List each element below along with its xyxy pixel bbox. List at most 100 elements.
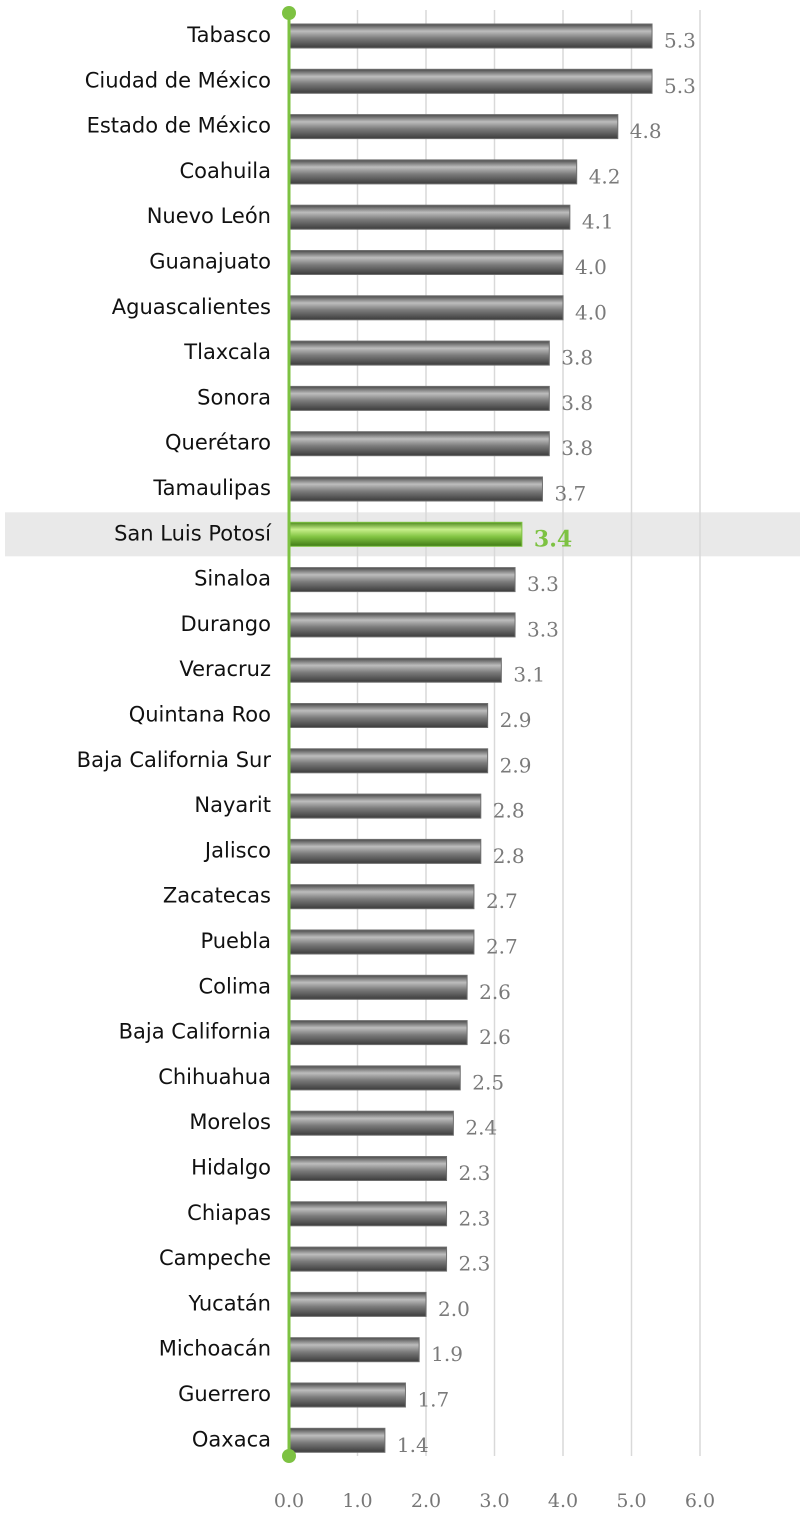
bar [288,1065,461,1091]
value-label: 1.9 [431,1342,463,1366]
x-tick-label: 1.0 [342,1490,372,1512]
value-label: 2.9 [500,708,532,732]
bar [288,567,516,593]
category-label: Aguascalientes [112,295,271,319]
value-label: 3.3 [527,572,559,596]
bar [288,1110,454,1136]
category-label: Chiapas [187,1201,271,1225]
value-label: 3.8 [561,346,593,370]
x-tick-label: 3.0 [479,1490,509,1512]
bar [288,295,564,321]
value-label: 2.3 [459,1161,491,1185]
value-label: 1.4 [397,1433,429,1457]
value-label: 4.0 [575,300,607,324]
bar [288,1020,468,1046]
value-label: 3.4 [534,526,572,552]
value-label: 4.8 [630,119,662,143]
category-label: Quintana Roo [129,703,271,727]
category-label: Hidalgo [191,1156,271,1180]
category-label: Oaxaca [192,1427,271,1451]
bar [288,974,468,1000]
bar [288,476,543,502]
bar [288,159,578,185]
category-label: Querétaro [165,431,271,455]
bar [288,929,475,955]
bar [288,703,489,728]
bar [288,612,516,638]
bar [288,884,475,910]
marks-layer [288,23,653,1453]
value-label: 2.8 [493,844,525,868]
category-label: Michoacán [159,1337,271,1361]
bar [288,340,550,366]
category-label: Colima [198,974,271,998]
bar [288,1291,427,1317]
bar [288,23,653,49]
value-label: 4.0 [575,255,607,279]
category-label: San Luis Potosí [114,521,272,545]
category-label: Chihuahua [158,1065,271,1089]
value-label: 3.1 [513,663,545,687]
category-label: Coahuila [179,159,271,183]
value-label: 5.3 [664,74,696,98]
x-tick-label: 2.0 [411,1490,441,1512]
x-tick-label: 4.0 [548,1490,578,1512]
bar [288,114,619,140]
value-label: 3.8 [561,391,593,415]
category-label: Sinaloa [194,567,271,591]
value-label: 4.1 [582,210,614,234]
axis-dot [282,1449,296,1463]
category-label: Baja California Sur [77,748,272,772]
category-label: Tlaxcala [183,340,271,364]
category-label: Yucatán [187,1291,271,1315]
category-label: Tabasco [186,23,271,47]
bar [288,793,482,819]
category-label: Guerrero [178,1382,271,1406]
value-label: 3.3 [527,617,559,641]
value-label: 2.7 [486,889,518,913]
bar [288,68,653,94]
category-label: Tamaulipas [152,476,271,500]
bar [288,1246,448,1272]
value-label: 2.0 [438,1297,470,1321]
bar [288,1337,420,1363]
bar [288,250,564,275]
category-label: Veracruz [179,657,271,681]
bar [288,1201,448,1227]
x-tick-label: 6.0 [685,1490,715,1512]
bar [288,204,571,230]
category-label: Sonora [197,385,271,409]
bar [288,748,489,774]
category-label: Estado de México [87,114,271,138]
value-label: 2.6 [479,1025,511,1049]
value-label: 3.7 [554,482,586,506]
category-label: Ciudad de México [85,68,271,92]
bar [288,385,550,411]
bar [288,838,482,864]
value-label: 2.7 [486,935,518,959]
value-label: 2.5 [472,1070,504,1094]
x-tick-label: 0.0 [274,1490,304,1512]
x-tick-label: 5.0 [616,1490,646,1512]
value-label: 4.2 [589,164,621,188]
category-label: Baja California [119,1020,271,1044]
category-label: Durango [181,612,271,636]
bar [288,431,550,457]
value-label: 2.3 [459,1252,491,1276]
category-label: Nayarit [194,793,271,817]
category-label: Guanajuato [149,250,271,274]
category-label: Puebla [200,929,271,953]
value-label: 2.9 [500,753,532,777]
bar [288,1382,406,1408]
category-label: Nuevo León [147,204,271,228]
axis-dot [282,6,296,20]
value-label: 2.8 [493,799,525,823]
category-label: Jalisco [203,838,271,862]
value-label: 2.6 [479,980,511,1004]
bar [288,521,523,547]
category-label: Zacatecas [163,884,271,908]
category-label: Campeche [159,1246,271,1270]
bar [288,657,502,683]
value-label: 3.8 [561,436,593,460]
